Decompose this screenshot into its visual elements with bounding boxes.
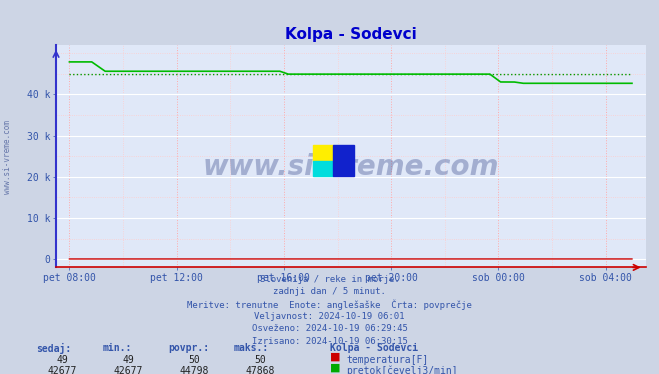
Text: pretok[čevelj3/min]: pretok[čevelj3/min] (346, 366, 457, 374)
Text: 49: 49 (123, 355, 134, 365)
Text: 49: 49 (57, 355, 69, 365)
Text: ■: ■ (330, 363, 340, 373)
Text: povpr.:: povpr.: (168, 343, 209, 353)
Text: 47868: 47868 (246, 366, 275, 374)
Bar (333, 145, 354, 176)
Text: zadnji dan / 5 minut.: zadnji dan / 5 minut. (273, 287, 386, 296)
Text: www.si-vreme.com: www.si-vreme.com (203, 153, 499, 181)
Bar (312, 145, 333, 160)
Text: Izrisano: 2024-10-19 06:30:15: Izrisano: 2024-10-19 06:30:15 (252, 337, 407, 346)
Bar (312, 160, 333, 176)
Text: Meritve: trenutne  Enote: anglešaške  Črta: povprečje: Meritve: trenutne Enote: anglešaške Črta… (187, 300, 472, 310)
Text: 50: 50 (188, 355, 200, 365)
Text: Slovenija / reke in morje.: Slovenija / reke in morje. (260, 275, 399, 284)
Text: 42677: 42677 (114, 366, 143, 374)
Text: Kolpa - Sodevci: Kolpa - Sodevci (330, 343, 418, 353)
Text: maks.:: maks.: (234, 343, 269, 353)
Text: Veljavnost: 2024-10-19 06:01: Veljavnost: 2024-10-19 06:01 (254, 312, 405, 321)
Text: 50: 50 (254, 355, 266, 365)
Text: 44798: 44798 (180, 366, 209, 374)
Text: sedaj:: sedaj: (36, 343, 71, 354)
Text: Osveženo: 2024-10-19 06:29:45: Osveženo: 2024-10-19 06:29:45 (252, 324, 407, 333)
Text: ■: ■ (330, 352, 340, 362)
Text: min.:: min.: (102, 343, 132, 353)
Text: temperatura[F]: temperatura[F] (346, 355, 428, 365)
Title: Kolpa - Sodevci: Kolpa - Sodevci (285, 27, 416, 42)
Text: 42677: 42677 (48, 366, 77, 374)
Text: www.si-vreme.com: www.si-vreme.com (3, 120, 13, 194)
